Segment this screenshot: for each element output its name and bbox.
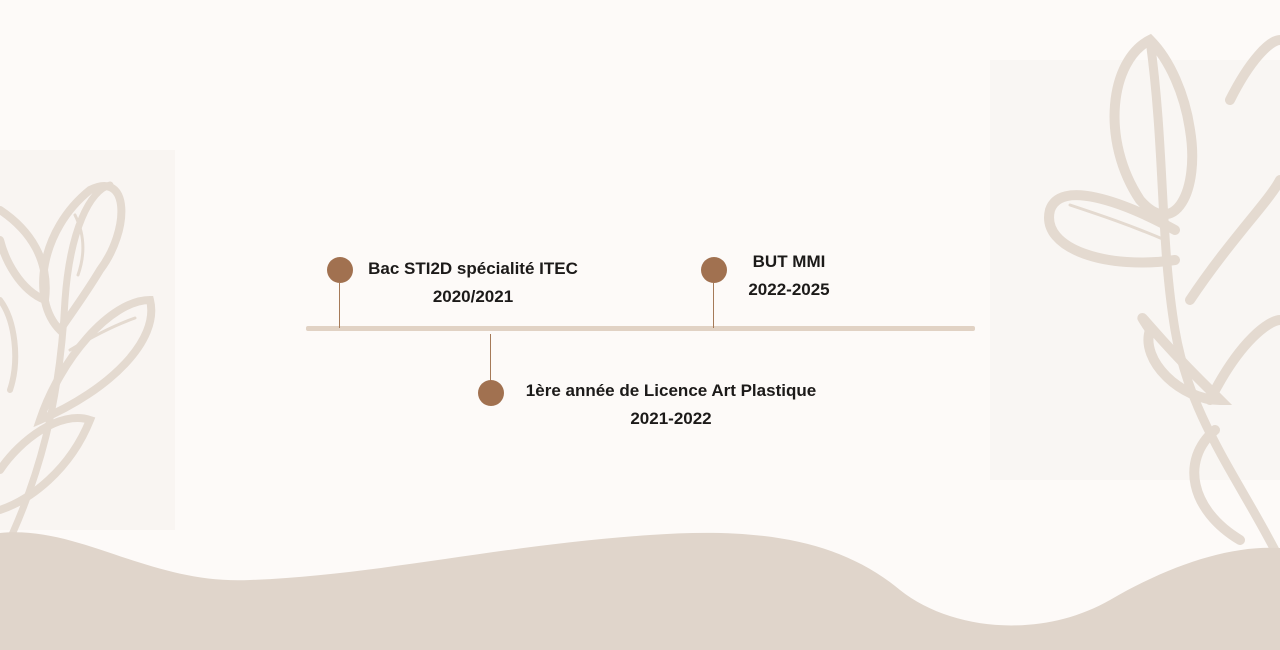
event-label: 1ère année de Licence Art Plastique 2021… [508, 377, 834, 433]
event-stem [713, 283, 714, 328]
event-years: 2022-2025 [748, 280, 830, 299]
event-years: 2020/2021 [432, 287, 514, 306]
right-leaf-icon [1044, 33, 1280, 565]
event-title: Bac STI2D spécialité ITEC [368, 259, 578, 278]
right-paper-panel [990, 60, 1280, 480]
left-leaf-icon [0, 181, 156, 564]
bottom-wave-shape [0, 532, 1280, 650]
event-title: 1ère année de Licence Art Plastique [525, 381, 817, 400]
event-marker [327, 257, 353, 283]
event-label: BUT MMI 2022-2025 [733, 248, 845, 304]
timeline-axis [306, 326, 975, 331]
event-years: 2021-2022 [630, 409, 712, 428]
event-marker [478, 380, 504, 406]
event-stem [490, 334, 491, 382]
event-stem [339, 283, 340, 328]
event-title: BUT MMI [752, 252, 826, 271]
event-label: Bac STI2D spécialité ITEC 2020/2021 [362, 255, 584, 311]
event-marker [701, 257, 727, 283]
